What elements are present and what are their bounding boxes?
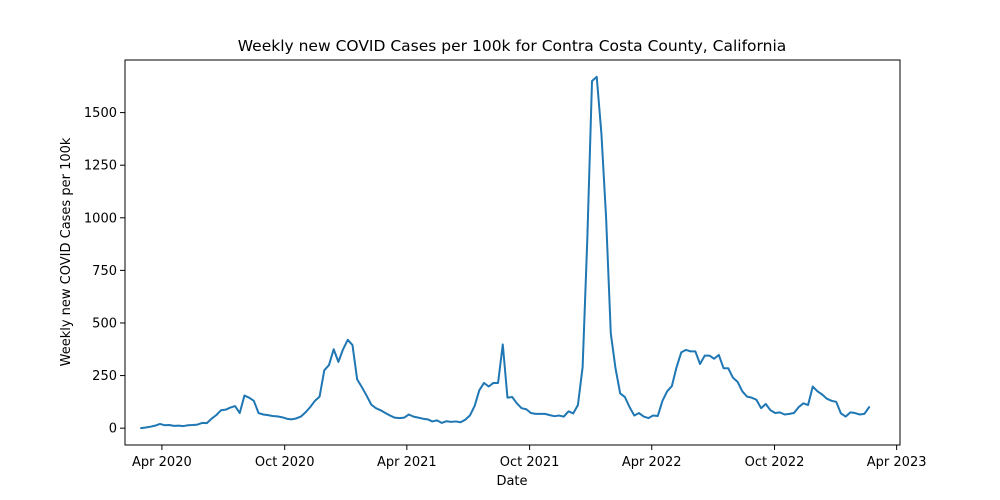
y-tick-label: 1000 xyxy=(84,211,117,226)
y-tick-label: 1250 xyxy=(84,159,117,174)
x-axis-title: Date xyxy=(496,474,527,489)
x-axis: Apr 2020 Oct 2020 Apr 2021 Oct 2021 Apr 2022… xyxy=(132,445,927,470)
series-line xyxy=(140,75,871,430)
plot-frame xyxy=(124,59,901,446)
y-tick-label: 0 xyxy=(109,422,117,437)
x-tick-label: Apr 2023 xyxy=(867,455,927,470)
x-tick-label: Oct 2022 xyxy=(745,455,805,470)
y-tick-label: 750 xyxy=(92,264,117,279)
chart-title: Weekly new COVID Cases per 100k for Cont… xyxy=(238,37,787,55)
y-axis: 0 250 500 750 1000 1250 1500 xyxy=(84,106,125,437)
x-tick-label: Oct 2021 xyxy=(500,455,560,470)
x-tick-label: Apr 2021 xyxy=(377,455,437,470)
x-tick-label: Oct 2020 xyxy=(255,455,315,470)
y-tick-label: 250 xyxy=(92,369,117,384)
y-tick-label: 1500 xyxy=(84,106,117,121)
series-group xyxy=(140,75,871,430)
x-tick-label: Apr 2020 xyxy=(132,455,192,470)
x-tick-label: Apr 2022 xyxy=(622,455,682,470)
y-tick-label: 500 xyxy=(92,316,117,331)
plot-area xyxy=(124,59,901,446)
y-axis-title: Weekly new COVID Cases per 100k xyxy=(59,137,74,366)
